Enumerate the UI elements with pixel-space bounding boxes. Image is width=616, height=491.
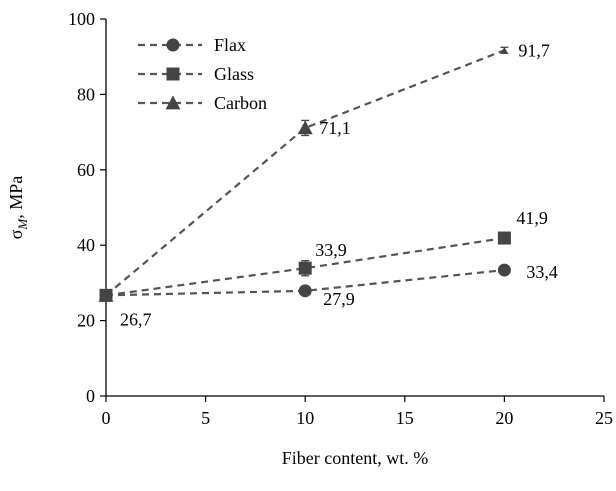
point-glass — [298, 261, 312, 275]
legend-marker-flax — [166, 38, 180, 52]
point-carbon — [297, 120, 313, 135]
legend-label-glass: Glass — [214, 64, 254, 84]
data-label-flax: 27,9 — [323, 289, 355, 309]
legend-marker-carbon — [165, 95, 181, 110]
y-tick-label: 20 — [77, 311, 95, 331]
legend-label-carbon: Carbon — [214, 93, 267, 113]
y-tick-label: 60 — [77, 160, 95, 180]
data-label-carbon: 91,7 — [518, 40, 550, 60]
legend: Flax Glass Carbon — [138, 35, 267, 113]
x-tick-label: 25 — [595, 408, 613, 428]
x-axis-title: Fiber content, wt. % — [282, 448, 428, 468]
y-tick-label: 0 — [86, 386, 95, 406]
y-axis-title-main: σ — [6, 229, 26, 239]
legend-marker-glass — [166, 67, 180, 81]
data-label-glass: 33,9 — [315, 240, 347, 260]
legend-label-flax: Flax — [214, 35, 246, 55]
x-tick-label: 20 — [495, 408, 513, 428]
x-tick-label: 5 — [201, 408, 210, 428]
y-tick-label: 80 — [77, 84, 95, 104]
series-layer — [98, 46, 511, 302]
series-line-carbon — [105, 49, 505, 297]
point-flax — [497, 263, 511, 277]
point-carbon — [500, 46, 508, 54]
point-glass — [497, 231, 511, 245]
x-tick-label: 0 — [102, 408, 111, 428]
x-axis-ticks: 0 5 10 15 20 25 — [102, 396, 613, 428]
data-label-carbon: 26,7 — [120, 309, 152, 329]
data-label-glass: 41,9 — [516, 208, 548, 228]
x-tick-label: 15 — [396, 408, 414, 428]
y-tick-label: 40 — [77, 235, 95, 255]
data-label-carbon: 71,1 — [319, 118, 351, 138]
point-flax — [298, 284, 312, 298]
y-axis-title-suffix: , MPa — [6, 176, 26, 219]
y-axis-ticks: 0 20 40 60 80 100 — [68, 9, 106, 406]
y-axis-title: σM, MPa — [6, 176, 30, 240]
x-tick-label: 10 — [296, 408, 314, 428]
data-labels: 27,9 33,4 33,9 41,9 26,7 71,1 91,7 — [120, 40, 558, 329]
series-line-flax — [105, 268, 505, 297]
plot-area: 0 5 10 15 20 25 0 20 40 60 80 100 27,9 33,4 33,9 41,9… — [68, 9, 613, 428]
y-tick-label: 100 — [68, 9, 95, 29]
y-axis-title-sub: M — [15, 218, 30, 231]
point-flax — [99, 288, 113, 302]
data-label-flax: 33,4 — [526, 262, 558, 282]
